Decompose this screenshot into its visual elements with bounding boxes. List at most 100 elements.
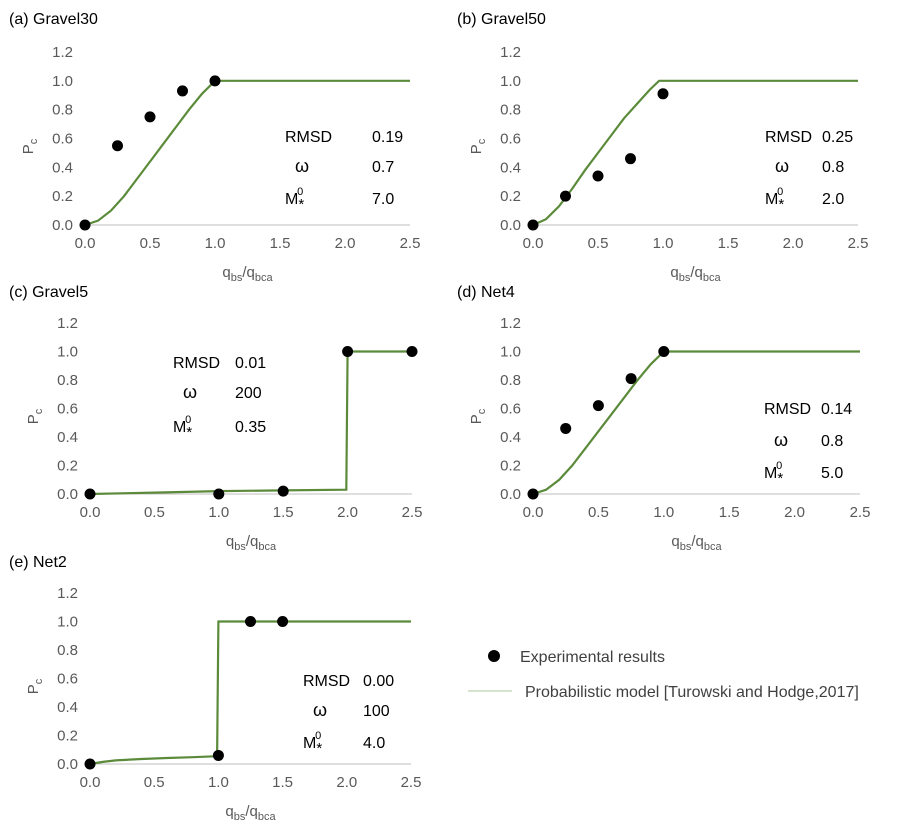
stat-value: 2.0 [822,191,844,208]
x-tick-label: 1.5 [272,774,293,791]
panel-title: (c) Gravel5 [9,284,88,301]
stat-label: ω [183,382,197,402]
legend: Experimental results Probabilistic model… [468,649,859,701]
stat-label: RMSD [764,401,811,418]
data-point [560,422,572,434]
data-point [144,111,156,123]
y-tick-label: 0.0 [500,486,521,503]
y-tick-label: 0.4 [57,429,78,446]
stat-label: RMSD [303,673,350,690]
x-tick-label: 2.5 [402,504,423,521]
stat-value: 0.8 [821,433,843,450]
data-point [177,85,188,97]
data-point [406,346,418,357]
stat-value: 7.0 [372,191,394,208]
x-tick-label: 1.0 [653,235,674,252]
y-axis-label: Pc [25,678,45,694]
stat-value: 0.7 [372,159,394,176]
x-tick-label: 1.0 [208,504,229,521]
x-tick-label: 1.5 [273,504,294,521]
y-axis-label: Pc [20,138,40,154]
y-tick-label: 0.8 [57,372,78,389]
y-axis-label: Pc [468,408,488,424]
data-point [625,373,637,385]
stat-value: 0.01 [235,355,266,372]
y-tick-label: 0.6 [52,131,73,148]
data-point [84,758,96,770]
stat-label: ω [295,156,309,176]
data-point [213,488,225,500]
panel-title: (d) Net4 [457,284,515,301]
stat-label: RMSD [173,355,220,372]
y-tick-label: 0.2 [52,188,73,205]
y-tick-label: 1.0 [500,73,521,90]
stat-label: M*0 [285,186,304,213]
data-point [212,749,224,761]
panel-title: (e) Net2 [9,554,67,571]
stat-label: M*0 [303,730,322,757]
y-tick-label: 1.0 [57,344,78,361]
x-tick-label: 2.0 [337,504,358,521]
data-point [84,488,96,500]
y-tick-label: 0.8 [52,102,73,119]
data-point [527,488,539,500]
x-axis-label: qbs/qbca [225,803,276,823]
stat-label: ω [313,700,327,720]
y-tick-label: 1.0 [52,73,73,90]
x-tick-label: 2.5 [850,504,871,521]
x-tick-label: 2.0 [784,504,805,521]
x-tick-label: 1.5 [270,235,291,252]
y-tick-label: 0.2 [500,458,521,475]
stat-value: 0.25 [822,129,853,146]
data-point [560,190,571,202]
x-tick-label: 0.5 [140,235,161,252]
legend-marker-experimental [488,650,500,662]
x-tick-label: 0.5 [588,504,609,521]
stat-value: 4.0 [363,735,385,752]
y-tick-label: 0.8 [500,372,521,389]
x-tick-label: 0.0 [75,235,96,252]
chart-panel-1: (a) Gravel30 0.0 0.2 0.4 0.6 0.8 1.0 1.2 0.0 0.5 1… [9,11,420,284]
stat-label: M*0 [765,186,784,213]
data-point [625,153,636,165]
y-tick-label: 1.2 [500,315,521,332]
x-tick-label: 0.0 [523,504,544,521]
data-point [658,346,670,357]
data-point [657,88,669,100]
y-tick-label: 0.0 [57,756,78,773]
y-tick-label: 0.6 [57,401,78,418]
x-tick-label: 2.0 [336,774,357,791]
stat-value: 0.35 [235,419,266,436]
y-tick-label: 0.0 [52,217,73,234]
stat-label: ω [774,430,788,450]
y-tick-label: 0.4 [57,699,78,716]
x-axis-label: qbs/qbca [226,533,277,553]
y-tick-label: 0.2 [57,458,78,475]
stat-label: RMSD [765,129,812,146]
stat-label: M*0 [764,460,783,487]
data-point [527,219,539,231]
data-point [592,170,604,182]
y-tick-label: 1.2 [52,44,73,61]
x-tick-label: 1.5 [718,235,739,252]
chart-panel-3: (c) Gravel5 0.0 0.2 0.4 0.6 0.8 1.0 1.2 0.0 0.5 1.… [9,284,422,553]
legend-label-model: Probabilistic model [Turowski and Hodge,… [525,684,859,701]
stat-value: 5.0 [821,465,843,482]
y-tick-label: 0.8 [500,102,521,119]
x-tick-label: 2.0 [783,235,804,252]
x-tick-label: 1.0 [205,235,226,252]
y-tick-label: 0.8 [57,642,78,659]
model-curve [532,350,860,496]
y-axis-label: Pc [25,408,45,424]
y-tick-label: 1.0 [57,614,78,631]
stat-label: ω [775,156,789,176]
model-curve [532,79,858,227]
stat-value: 200 [235,385,262,402]
x-tick-label: 0.5 [144,774,165,791]
chart-panel-4: (d) Net4 0.0 0.2 0.4 0.6 0.8 1.0 1.2 0.0 0.5 1.0 1.… [457,284,870,553]
y-tick-label: 1.0 [500,344,521,361]
x-tick-label: 1.0 [208,774,229,791]
y-tick-label: 1.2 [57,585,78,602]
y-tick-label: 0.2 [57,728,78,745]
